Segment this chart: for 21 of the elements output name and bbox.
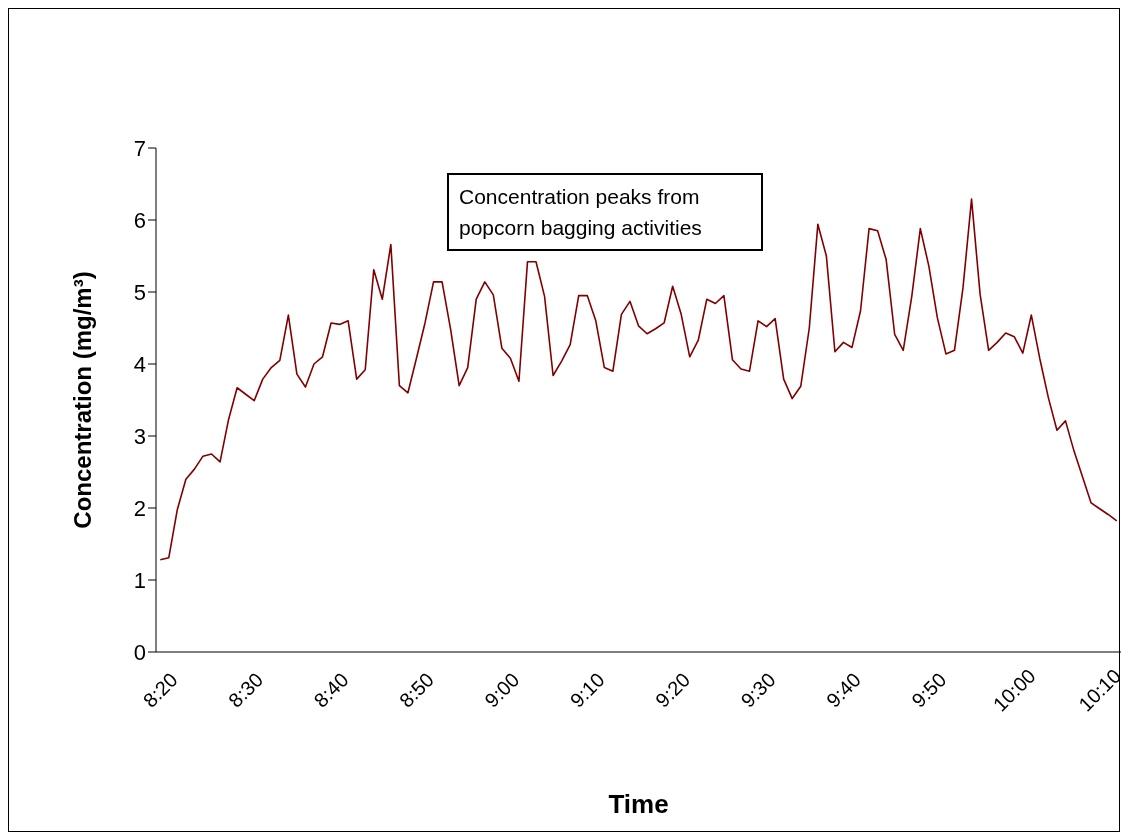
- x-tick-label: 9:10: [565, 668, 609, 712]
- x-axis-title: Time: [608, 789, 669, 819]
- y-tick-label: 7: [133, 135, 146, 161]
- y-axis-title: Concentration (mg/m³): [68, 271, 96, 529]
- x-tick-label: 9:50: [907, 668, 951, 712]
- x-tick-label: 8:50: [394, 668, 439, 712]
- y-tick-label: 2: [133, 495, 146, 521]
- annotation: Concentration peaks from popcorn bagging activities: [447, 173, 763, 251]
- x-tick-label: 9:20: [651, 668, 695, 712]
- x-tick-label: 8:40: [309, 668, 353, 712]
- y-tick-label: 3: [133, 423, 146, 449]
- x-tick-label: 8:20: [138, 668, 182, 712]
- y-tick-label: 1: [133, 567, 146, 593]
- x-tick-label: 9:40: [821, 668, 865, 712]
- y-tick-label: 6: [133, 207, 146, 233]
- y-tick-label: 4: [133, 351, 146, 377]
- y-tick-label: 0: [133, 639, 146, 665]
- y-tick-label: 5: [133, 279, 146, 305]
- x-tick-label: 8:30: [224, 668, 268, 712]
- x-tick-label: 9:00: [480, 668, 524, 712]
- x-tick-label: 9:30: [736, 668, 780, 712]
